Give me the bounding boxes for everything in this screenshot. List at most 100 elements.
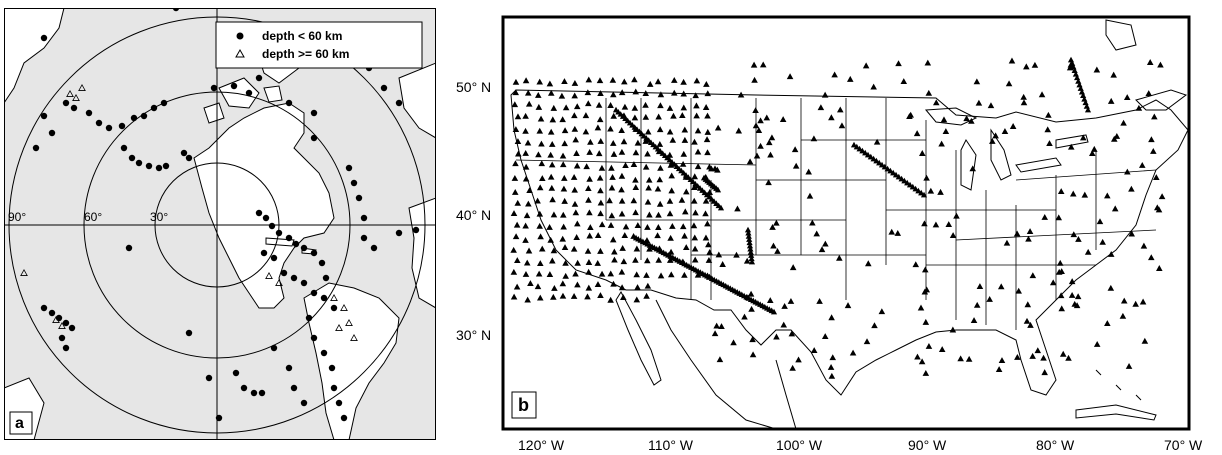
shallow-event-marker [186,330,192,336]
panel-b-lat-labels: 50° N 40° N 30° N [456,79,491,343]
shallow-event-marker [321,295,327,301]
shallow-event-marker [86,110,92,116]
shallow-event-marker [216,415,222,421]
shallow-event-marker [63,345,69,351]
lat-label-30: 30° N [456,327,491,343]
shallow-event-marker [291,275,297,281]
shallow-event-marker [156,165,162,171]
panel-b-lon-labels: 120° W 110° W 100° W 90° W 80° W 70° W [518,437,1203,453]
shallow-event-marker [286,365,292,371]
shallow-event-marker [361,235,367,241]
shallow-event-marker [351,180,357,186]
shallow-event-marker [311,135,317,141]
shallow-event-marker [301,280,307,286]
shallow-event-marker [49,310,55,316]
shallow-event-marker [329,365,335,371]
shallow-event-marker [396,100,402,106]
shallow-event-marker [311,250,317,256]
shallow-event-marker [121,145,127,151]
shallow-event-marker [319,260,325,266]
shallow-event-marker [129,155,135,161]
legend-shallow-label: depth < 60 km [262,29,342,43]
shallow-event-marker [271,345,277,351]
shallow-event-marker [33,145,39,151]
panel-b-label: b [518,395,529,415]
lat-label-40: 40° N [456,207,491,223]
panel-a-legend: depth < 60 km depth >= 60 km [216,22,422,68]
shallow-event-marker [146,163,152,169]
shallow-event-marker [276,230,282,236]
lon-label-120: 120° W [518,437,565,453]
shallow-event-marker [251,390,257,396]
shallow-event-marker [141,113,147,119]
shallow-event-marker [321,350,327,356]
shallow-event-marker [341,415,347,421]
legend-deep-label: depth >= 60 km [262,47,349,61]
shallow-event-marker [263,215,269,221]
ring-label-90: 90° [8,210,26,224]
panel-b-station-map: 50° N 40° N 30° N 120° W 110° W 100° W 9… [456,0,1216,455]
shallow-event-marker [261,250,267,256]
lat-label-50: 50° N [456,79,491,95]
shallow-event-marker [161,100,167,106]
shallow-event-marker [49,130,55,136]
shallow-event-marker [293,241,299,247]
shallow-event-marker [286,100,292,106]
legend-shallow-marker [237,33,244,40]
shallow-event-marker [256,210,262,216]
shallow-event-marker [151,105,157,111]
shallow-event-marker [311,290,317,296]
shallow-event-marker [323,275,329,281]
shallow-event-marker [311,335,317,341]
shallow-event-marker [331,305,337,311]
shallow-event-marker [396,230,402,236]
shallow-event-marker [69,325,75,331]
shallow-event-marker [291,385,297,391]
panel-a-event-map: 90° 60° 30° depth < 60 km depth >= 60 km… [4,8,444,448]
shallow-event-marker [336,400,342,406]
shallow-event-marker [271,255,277,261]
shallow-event-marker [241,385,247,391]
shallow-event-marker [306,315,312,321]
shallow-event-marker [281,270,287,276]
shallow-event-marker [371,245,377,251]
shallow-event-marker [63,100,69,106]
shallow-event-marker [246,90,252,96]
shallow-event-marker [231,83,237,89]
shallow-event-marker [181,150,187,156]
shallow-event-marker [331,385,337,391]
shallow-event-marker [126,245,132,251]
lon-label-90: 90° W [908,437,947,453]
lon-label-100: 100° W [776,437,823,453]
shallow-event-marker [186,155,192,161]
shallow-event-marker [286,235,292,241]
shallow-event-marker [163,163,169,169]
shallow-event-marker [256,75,262,81]
shallow-event-marker [41,35,47,41]
shallow-event-marker [413,227,419,233]
shallow-event-marker [381,85,387,91]
shallow-event-marker [131,115,137,121]
shallow-event-marker [269,223,275,229]
shallow-event-marker [206,375,212,381]
ring-label-30: 30° [150,210,168,224]
ring-label-60: 60° [84,210,102,224]
shallow-event-marker [136,160,142,166]
shallow-event-marker [356,195,362,201]
lon-label-70: 70° W [1164,437,1203,453]
shallow-event-marker [106,125,112,131]
shallow-event-marker [346,165,352,171]
lon-label-110: 110° W [648,437,694,453]
shallow-event-marker [211,85,217,91]
shallow-event-marker [41,113,47,119]
shallow-event-marker [301,245,307,251]
shallow-event-marker [119,123,125,129]
shallow-event-marker [361,215,367,221]
shallow-event-marker [233,370,239,376]
shallow-event-marker [311,110,317,116]
shallow-event-marker [41,305,47,311]
shallow-event-marker [301,400,307,406]
lon-label-80: 80° W [1036,437,1075,453]
shallow-event-marker [259,390,265,396]
